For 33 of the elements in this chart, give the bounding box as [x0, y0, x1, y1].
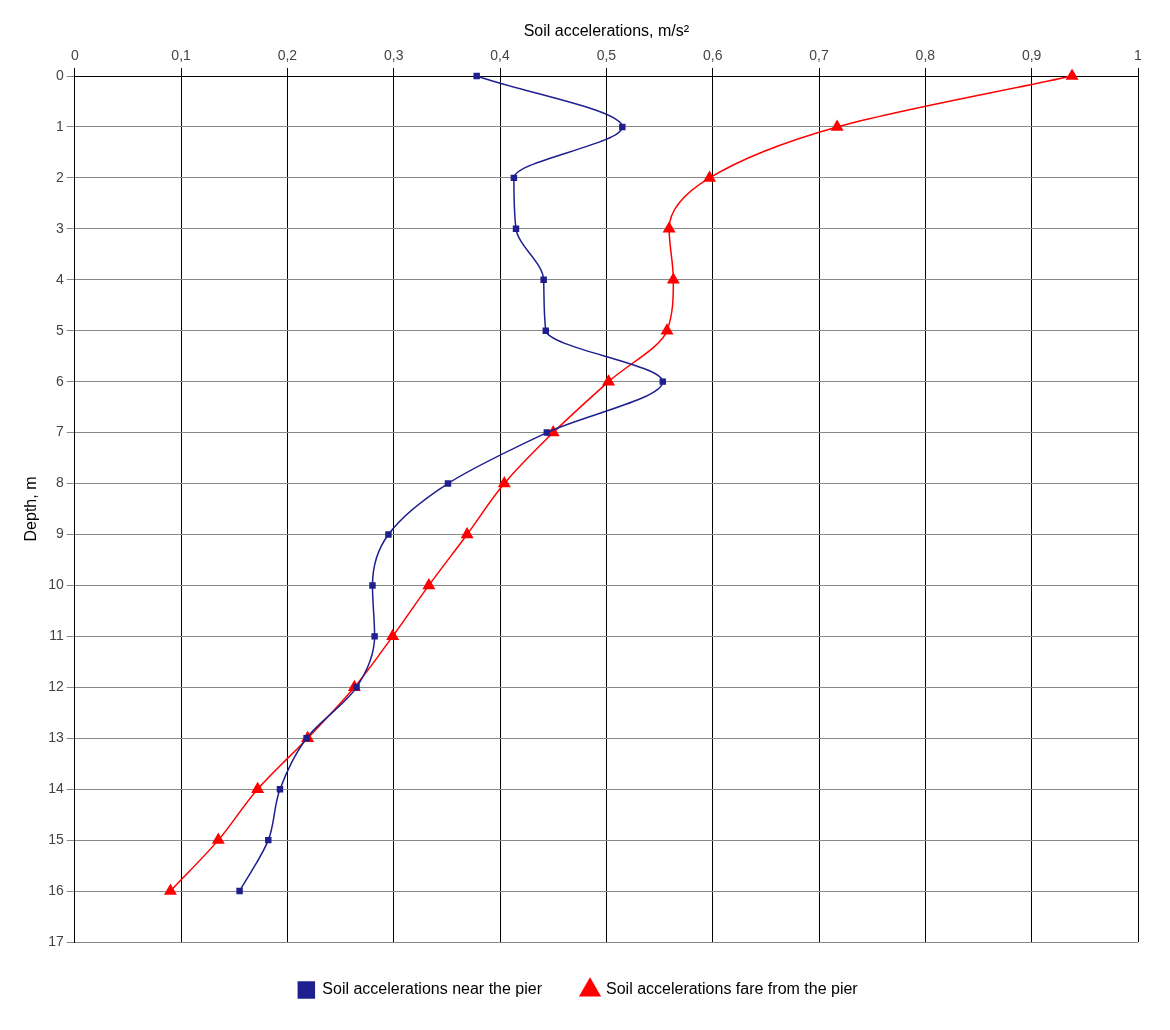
y-tick-label: 16	[48, 881, 64, 898]
y-tick-label: 14	[48, 780, 64, 797]
x-tick-label: 0	[70, 47, 79, 64]
x-tick-label: 0,6	[702, 47, 723, 64]
y-tick-label: 10	[48, 576, 64, 593]
y-axis-title: Depth, m	[22, 476, 40, 542]
x-tick-label: 1	[1134, 47, 1143, 64]
y-tick-label: 3	[55, 219, 64, 236]
y-tick-label: 6	[55, 372, 64, 389]
y-tick-label: 5	[55, 321, 64, 338]
y-tick-label: 7	[55, 423, 64, 440]
y-tick-label: 1	[55, 117, 64, 134]
x-tick-label: 0,3	[384, 47, 404, 64]
y-tick-label: 4	[55, 270, 64, 287]
x-tick-label: 0,2	[277, 47, 298, 64]
x-tick-label: 0,4	[490, 47, 510, 64]
legend-label: Soil accelerations fare from the pier	[606, 980, 859, 998]
x-tick-label: 0,9	[1021, 47, 1042, 64]
y-tick-label: 0	[55, 66, 64, 83]
x-tick-label: 0,5	[596, 47, 617, 64]
y-tick-label: 11	[49, 627, 64, 644]
y-tick-label: 13	[48, 729, 64, 746]
y-tick-label: 2	[55, 168, 64, 185]
y-tick-label: 17	[48, 932, 64, 949]
y-tick-label: 15	[48, 830, 64, 847]
y-tick-label: 8	[55, 474, 64, 491]
y-tick-label: 9	[55, 525, 64, 542]
x-tick-label: 0,1	[171, 47, 192, 64]
x-tick-label: 0,7	[809, 47, 829, 64]
y-tick-label: 12	[48, 678, 64, 695]
legend-label: Soil accelerations near the pier	[322, 980, 543, 998]
x-tick-label: 0,8	[915, 47, 936, 64]
x-axis-title: Soil accelerations, m/s²	[523, 22, 690, 40]
